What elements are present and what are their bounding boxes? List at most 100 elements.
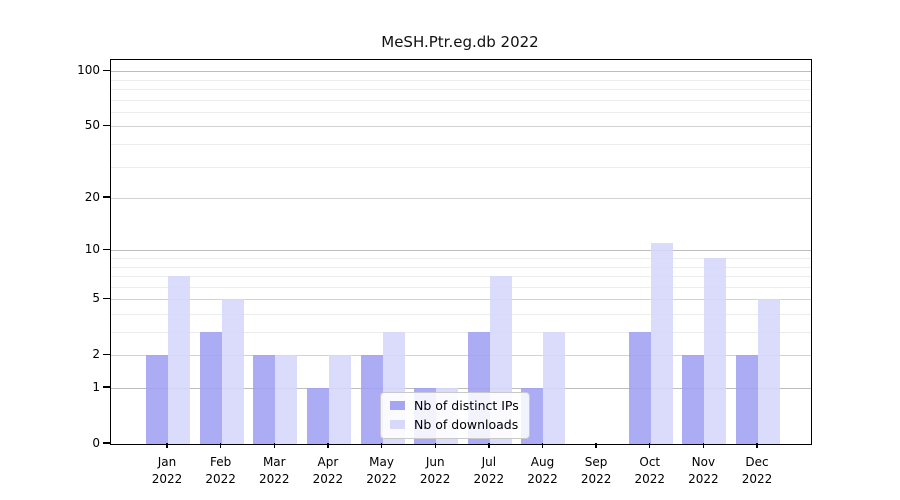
x-tick-mark (488, 443, 490, 448)
year-label: 2022 (366, 472, 397, 486)
legend-item-distinct-ips: Nb of distinct IPs (390, 398, 519, 413)
gridline-decade (111, 388, 811, 390)
bar-downloads (221, 299, 244, 444)
year-label: 2022 (205, 472, 236, 486)
x-tick-mark (756, 443, 758, 448)
bar-downloads (650, 243, 673, 444)
gridline-minor (111, 314, 811, 316)
gridline-minor (111, 258, 811, 260)
gridline-minor (111, 276, 811, 278)
y-axis-tick-label: 20 (84, 190, 100, 205)
y-tick-mark (103, 297, 110, 299)
y-tick-mark (103, 248, 110, 251)
month-label: Jul (481, 455, 497, 469)
y-axis-tick-label: 0 (92, 436, 100, 450)
gridline-decade (111, 250, 811, 252)
bar-downloads (758, 299, 781, 444)
x-tick-mark (327, 443, 329, 448)
gridline-minor (111, 286, 811, 288)
gridline-sub (111, 126, 811, 128)
gridline-minor (111, 166, 811, 168)
month-label: Apr (317, 455, 339, 469)
x-tick-mark (273, 443, 275, 448)
bar-distinct-ips (253, 355, 276, 444)
x-axis-tick-label: Oct 2022 (622, 454, 678, 488)
gridline-sub (111, 299, 811, 301)
year-label: 2022 (527, 472, 558, 486)
y-axis-tick-label: 1 (92, 380, 100, 395)
gridline-sub (111, 355, 811, 357)
month-label: Dec (745, 455, 769, 469)
gridline-minor (111, 332, 811, 334)
x-tick-mark (434, 443, 436, 448)
x-axis-tick-label: Feb 2022 (193, 454, 249, 488)
month-label: Aug (530, 455, 555, 469)
chart-title: MeSH.Ptr.eg.db 2022 (381, 33, 539, 51)
x-axis-tick-label: Apr 2022 (300, 454, 356, 488)
month-label: Jan (157, 455, 177, 469)
bar-downloads (328, 355, 351, 444)
x-tick-mark (595, 443, 597, 448)
year-label: 2022 (634, 472, 666, 486)
x-tick-mark (166, 443, 168, 448)
year-label: 2022 (473, 472, 505, 486)
year-label: 2022 (312, 472, 344, 486)
legend-swatch-distinct-ips (390, 401, 405, 410)
gridline-minor (111, 144, 811, 146)
y-axis-tick-label: 5 (92, 291, 100, 306)
gridline-minor (111, 99, 811, 101)
y-tick-mark (103, 442, 110, 444)
legend-item-downloads: Nb of downloads (390, 417, 519, 432)
year-label: 2022 (419, 472, 451, 486)
x-tick-mark (219, 443, 222, 448)
x-axis-tick-label: Sep 2022 (568, 454, 624, 488)
y-axis-tick-label: 100 (77, 63, 100, 78)
bar-downloads (543, 332, 566, 444)
x-axis-tick-label: Jun 2022 (407, 454, 463, 488)
year-label: 2022 (151, 472, 183, 486)
month-label: Sep (584, 455, 608, 469)
year-label: 2022 (258, 472, 290, 486)
x-axis-tick-label: Aug 2022 (514, 454, 570, 488)
x-axis-tick-label: May 2022 (354, 454, 410, 488)
x-axis-tick-label: Jul 2022 (461, 454, 517, 488)
year-label: 2022 (580, 472, 612, 486)
gridline-sub (111, 198, 811, 200)
y-axis-tick-label: 50 (84, 118, 100, 133)
x-tick-mark (702, 443, 705, 448)
legend-label-downloads: Nb of downloads (414, 417, 519, 432)
month-label: Jun (425, 455, 445, 469)
legend-label-distinct-ips: Nb of distinct IPs (414, 398, 519, 413)
bar-distinct-ips (628, 332, 651, 444)
legend-swatch-downloads (390, 420, 405, 429)
gridline-minor (111, 79, 811, 81)
x-axis-tick-label: Mar 2022 (246, 454, 302, 488)
y-tick-mark (103, 196, 110, 198)
x-axis-tick-label: Jan 2022 (139, 454, 195, 488)
x-tick-mark (380, 443, 383, 448)
gridline-decade (111, 71, 811, 73)
bar-distinct-ips (360, 355, 383, 444)
month-label: Feb (210, 455, 232, 469)
plot-area (110, 59, 812, 445)
month-label: May (369, 455, 394, 469)
x-tick-mark (649, 443, 651, 448)
year-label: 2022 (741, 472, 773, 486)
x-axis-tick-label: Nov 2022 (675, 454, 731, 488)
month-label: Nov (691, 455, 716, 469)
y-tick-mark (103, 386, 110, 388)
y-tick-mark (103, 69, 110, 71)
y-axis-tick-label: 10 (84, 242, 100, 257)
gridline-minor (111, 89, 811, 91)
month-label: Mar (262, 455, 286, 469)
x-axis-tick-label: Dec 2022 (729, 454, 785, 488)
gridline-minor (111, 112, 811, 113)
bar-distinct-ips (682, 355, 705, 444)
y-tick-mark (103, 124, 110, 127)
x-tick-mark (541, 443, 544, 448)
gridline-minor (111, 266, 811, 268)
bar-downloads (168, 276, 190, 444)
bar-distinct-ips (146, 355, 168, 444)
y-axis-tick-label: 2 (92, 347, 100, 362)
